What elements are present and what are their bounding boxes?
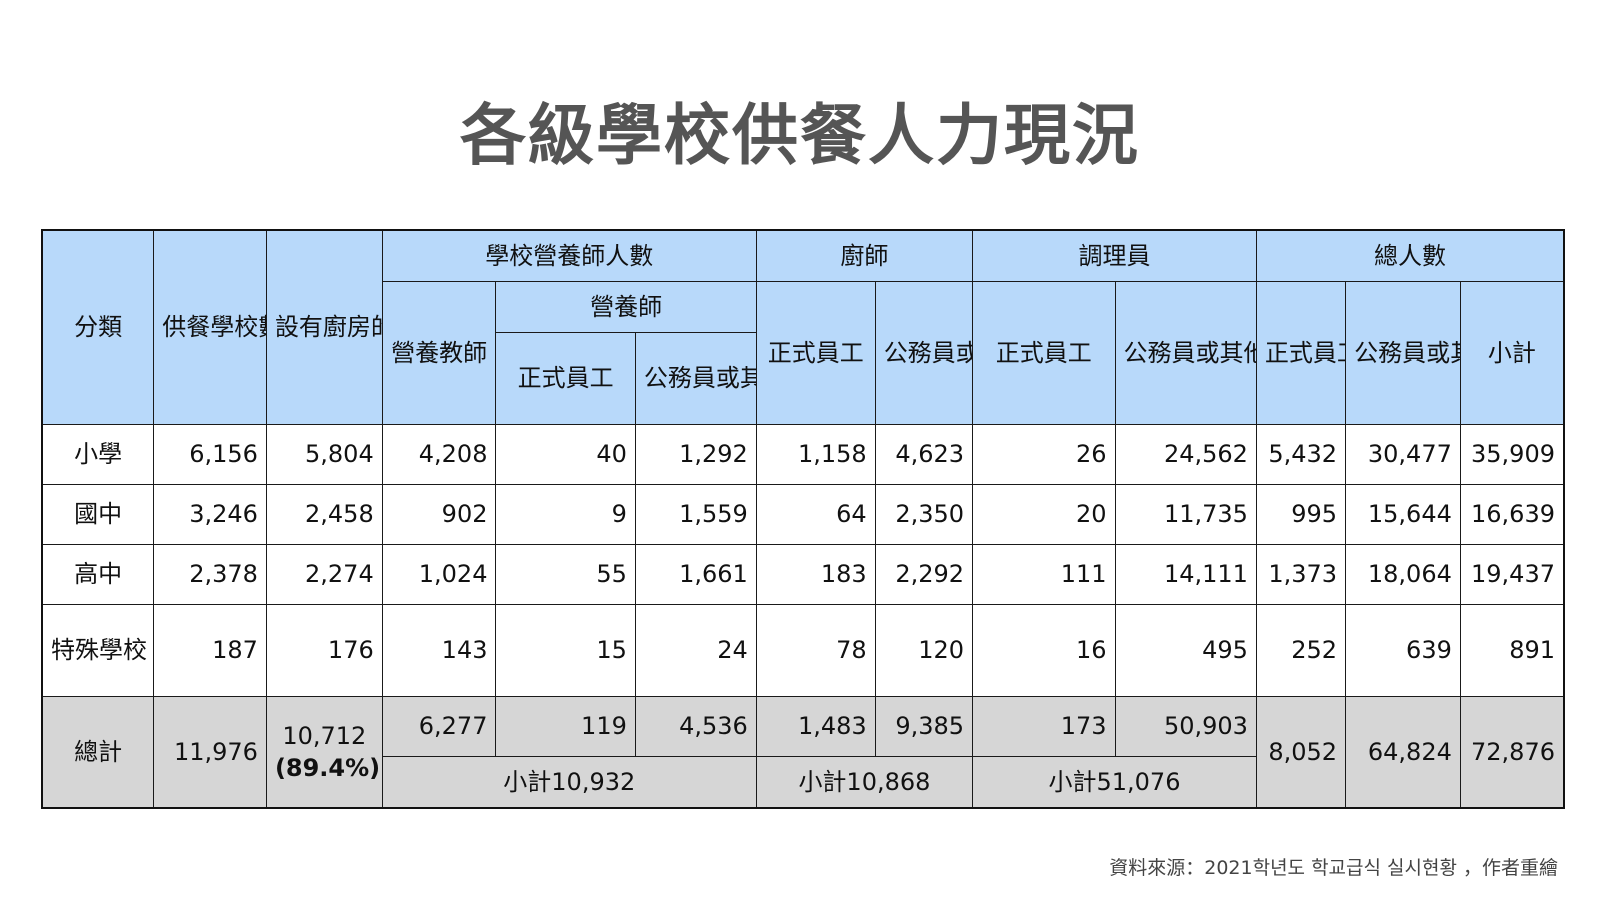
cell: 6,156 xyxy=(153,423,267,485)
cell: 2,350 xyxy=(874,483,974,545)
cell: 14,111 xyxy=(1114,543,1257,605)
header-dietitian-other: 公務員或其他 xyxy=(634,331,757,425)
cell: 1,373 xyxy=(1255,543,1347,605)
cell: 78 xyxy=(755,603,876,697)
cell: 20 xyxy=(972,483,1116,545)
cell: 24 xyxy=(634,603,757,697)
total-other: 64,824 xyxy=(1345,695,1461,809)
cell: 902 xyxy=(381,483,497,545)
row-category: 高中 xyxy=(41,543,155,605)
cell: 891 xyxy=(1459,603,1565,697)
header-nutrition-total: 學校營養師人數 xyxy=(381,229,757,282)
row-category: 國中 xyxy=(41,483,155,545)
cell: 111 xyxy=(972,543,1116,605)
header-nutrition-teacher: 營養教師 xyxy=(381,280,497,425)
header-total-sum: 小計 xyxy=(1459,280,1565,425)
cell: 9 xyxy=(495,483,636,545)
cell: 995 xyxy=(1255,483,1347,545)
header-kitchen-schools: 設有廚房的學校數 xyxy=(265,229,383,425)
header-total: 總人數 xyxy=(1255,229,1565,282)
total-cook-regular: 173 xyxy=(972,695,1116,757)
cell: 24,562 xyxy=(1114,423,1257,485)
header-dietitian-regular: 正式員工 xyxy=(495,331,636,425)
total-kitchen-count: 10,712 xyxy=(282,721,367,750)
cell: 16,639 xyxy=(1459,483,1565,545)
cell: 55 xyxy=(495,543,636,605)
total-schools: 11,976 xyxy=(153,695,267,809)
cell: 4,623 xyxy=(874,423,974,485)
subtotal-row: 小計10,932 小計10,868 小計51,076 xyxy=(42,755,1564,809)
table-row: 特殊學校 187 176 143 15 24 78 120 16 495 252… xyxy=(41,603,1565,697)
total-category: 總計 xyxy=(41,695,155,809)
cell: 120 xyxy=(874,603,974,697)
cell: 176 xyxy=(265,603,383,697)
table-row: 高中 2,378 2,274 1,024 55 1,661 183 2,292 … xyxy=(41,543,1565,605)
cell: 639 xyxy=(1345,603,1461,697)
cell: 495 xyxy=(1114,603,1257,697)
staffing-table: 分類 供餐學校數 設有廚房的學校數 學校營養師人數 廚師 調理員 總人數 營養教… xyxy=(41,229,1565,809)
header-cook: 調理員 xyxy=(972,229,1257,282)
cell: 11,735 xyxy=(1114,483,1257,545)
cell: 2,274 xyxy=(265,543,383,605)
total-kitchen-schools: 10,712 (89.4%) xyxy=(265,695,383,809)
cell: 40 xyxy=(495,423,636,485)
cell: 35,909 xyxy=(1459,423,1565,485)
subtotal-nutrition: 小計10,932 xyxy=(381,755,757,809)
cell: 1,024 xyxy=(381,543,497,605)
table-row: 小學 6,156 5,804 4,208 40 1,292 1,158 4,62… xyxy=(41,423,1565,485)
cell: 30,477 xyxy=(1345,423,1461,485)
cell: 5,804 xyxy=(265,423,383,485)
header-schools: 供餐學校數 xyxy=(153,229,267,425)
total-dietitian-other: 4,536 xyxy=(634,695,757,757)
total-dietitian-regular: 119 xyxy=(495,695,636,757)
source-note: 資料來源：2021학년도 학교급식 실시현황 ，作者重繪 xyxy=(1109,857,1558,879)
total-chef-other: 9,385 xyxy=(874,695,974,757)
table-row: 國中 3,246 2,458 902 9 1,559 64 2,350 20 1… xyxy=(41,483,1565,545)
cell: 252 xyxy=(1255,603,1347,697)
total-regular: 8,052 xyxy=(1255,695,1347,809)
header-cook-regular: 正式員工 xyxy=(972,280,1116,425)
cell: 1,559 xyxy=(634,483,757,545)
header-chef-regular: 正式員工 xyxy=(755,280,876,425)
cell: 2,378 xyxy=(153,543,267,605)
header-cook-other: 公務員或其他 xyxy=(1114,280,1257,425)
subtotal-cook: 小計51,076 xyxy=(972,755,1257,809)
cell: 1,661 xyxy=(634,543,757,605)
header-total-other: 公務員或其他 xyxy=(1345,280,1461,425)
header-chef: 廚師 xyxy=(755,229,974,282)
cell: 64 xyxy=(755,483,876,545)
cell: 143 xyxy=(381,603,497,697)
cell: 2,292 xyxy=(874,543,974,605)
page-title: 各級學校供餐人力現況 xyxy=(460,97,1140,174)
total-row: 總計 11,976 10,712 (89.4%) 6,277 119 4,536… xyxy=(41,695,1565,809)
cell: 187 xyxy=(153,603,267,697)
header-chef-other: 公務員或其他 xyxy=(874,280,974,425)
total-chef-regular: 1,483 xyxy=(755,695,876,757)
cell: 16 xyxy=(972,603,1116,697)
cell: 3,246 xyxy=(153,483,267,545)
row-category: 特殊學校 xyxy=(41,603,155,697)
cell: 18,064 xyxy=(1345,543,1461,605)
cell: 19,437 xyxy=(1459,543,1565,605)
total-sum: 72,876 xyxy=(1459,695,1565,809)
header-dietitian: 營養師 xyxy=(495,280,757,333)
total-nutrition-teacher: 6,277 xyxy=(381,695,497,757)
row-category: 小學 xyxy=(41,423,155,485)
cell: 1,158 xyxy=(755,423,876,485)
total-cook-other: 50,903 xyxy=(1114,695,1257,757)
header-category: 分類 xyxy=(41,229,155,425)
cell: 5,432 xyxy=(1255,423,1347,485)
cell: 2,458 xyxy=(265,483,383,545)
cell: 15 xyxy=(495,603,636,697)
header-total-regular: 正式員工 xyxy=(1255,280,1347,425)
subtotal-chef: 小計10,868 xyxy=(755,755,974,809)
cell: 1,292 xyxy=(634,423,757,485)
cell: 15,644 xyxy=(1345,483,1461,545)
cell: 4,208 xyxy=(381,423,497,485)
total-kitchen-percent: (89.4%) xyxy=(274,753,381,782)
cell: 26 xyxy=(972,423,1116,485)
cell: 183 xyxy=(755,543,876,605)
